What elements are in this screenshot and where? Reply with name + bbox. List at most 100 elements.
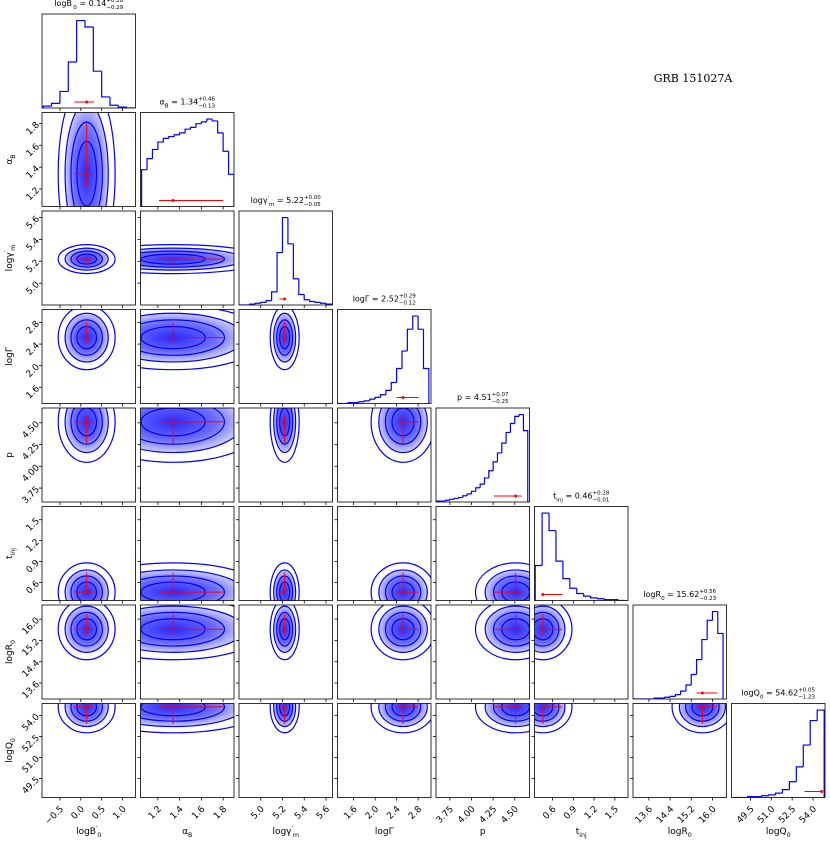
panel-title: logγ′m = 5.22+0.00 −0.05 (251, 195, 322, 208)
x-tick-label: 2.8 (407, 804, 424, 821)
title-err-plus: +0.07 (492, 392, 509, 398)
histogram-bin (760, 795, 769, 797)
panel-content (140, 703, 234, 734)
contour (70, 250, 103, 268)
panel-content (269, 309, 300, 371)
y-tick-label: 5.2 (25, 258, 42, 275)
panel-frame (41, 703, 136, 798)
panel-frame (140, 604, 235, 700)
axis-label: logB′0 (76, 825, 101, 839)
label-sub: B (188, 832, 192, 839)
histogram-bin (617, 599, 626, 601)
panel-content (474, 562, 530, 601)
label-main: logQ (5, 742, 15, 763)
histogram-bin (140, 169, 148, 207)
histogram-bin (292, 243, 299, 280)
histogram-bin (84, 20, 94, 28)
contour (64, 312, 109, 363)
label-sub: 0 (787, 832, 791, 839)
label-sub: inj (10, 548, 17, 556)
x-tick-label: 2.4 (385, 804, 402, 821)
title-err-minus: −0.12 (399, 301, 416, 307)
histogram-bin (470, 490, 476, 494)
x-tick-label: 3.75 (435, 805, 456, 826)
histogram-bin (101, 71, 111, 98)
histogram-bin (680, 690, 686, 695)
label-sup: ′ (268, 196, 270, 202)
histogram-bin (412, 315, 419, 330)
contour (64, 569, 109, 601)
contour (370, 408, 431, 463)
label-sub: 0 (10, 640, 17, 644)
x-tick-label: 5.0 (250, 804, 267, 821)
histogram-bin (701, 638, 708, 660)
contour (534, 605, 566, 653)
panel-content (370, 408, 431, 463)
panel-content (269, 703, 300, 734)
histogram-bin (146, 158, 153, 170)
y-tick-label: 1.6 (25, 384, 42, 401)
histogram-bin (781, 789, 790, 794)
panel-frame (41, 309, 136, 404)
y-tick-label: 13.6 (21, 680, 42, 701)
panel (731, 703, 826, 801)
label-sub: 0 (10, 738, 17, 742)
title-err-minus: −1.23 (798, 695, 815, 701)
histogram-bin (162, 137, 169, 143)
panel-frame (534, 506, 629, 601)
contour (64, 112, 109, 207)
panel-frame (435, 604, 530, 700)
contour (384, 611, 422, 647)
x-tick-label: −0.5 (43, 805, 66, 828)
panel-frame (238, 703, 333, 798)
panel-content (140, 605, 234, 661)
panel-frame (238, 506, 333, 601)
histogram-bin (271, 291, 278, 301)
histogram-bin (501, 442, 507, 453)
panel (238, 210, 333, 308)
density (140, 408, 234, 453)
histogram-bin (695, 659, 702, 675)
panel (236, 604, 333, 702)
panel-content (140, 562, 234, 601)
label-main: t (553, 492, 556, 501)
histogram-bin (217, 120, 224, 134)
contour (534, 703, 573, 734)
title-err-plus: +0.05 (798, 688, 815, 694)
panel-frame (435, 703, 530, 798)
y-tick-label: 14.4 (21, 658, 42, 679)
title-err-minus: −0.05 (304, 202, 321, 208)
label-sub: 0 (97, 832, 101, 839)
histogram-bin (42, 105, 52, 108)
histogram-bin (449, 498, 455, 501)
contour (484, 569, 530, 601)
contour (57, 309, 116, 371)
contour (370, 605, 431, 661)
histogram-bin (179, 132, 186, 135)
panel (137, 506, 235, 604)
contour (276, 611, 294, 647)
x-tick-label: 1.6 (190, 804, 207, 821)
histogram-bin (157, 141, 164, 150)
panel-content (140, 309, 234, 371)
axis-label: p (480, 827, 486, 837)
histogram-bin (457, 496, 463, 499)
panel-frame (435, 506, 530, 601)
panel-content (140, 118, 234, 207)
histogram-bin (809, 719, 818, 746)
axis-label: logγ′m (3, 245, 17, 272)
contour (140, 319, 226, 356)
panel-content (671, 703, 727, 734)
histogram-bin (505, 431, 511, 444)
panel-content (57, 408, 116, 463)
histogram-bin (151, 148, 158, 159)
panel-frame (41, 506, 136, 601)
histogram-bin (690, 673, 697, 686)
panel-content (140, 408, 234, 463)
contour (273, 569, 297, 601)
panel (433, 506, 530, 604)
contour (140, 605, 234, 653)
x-tick-label: 0.5 (91, 805, 108, 822)
label-sub: B (10, 154, 17, 158)
title-median: 15.62 (676, 590, 699, 599)
